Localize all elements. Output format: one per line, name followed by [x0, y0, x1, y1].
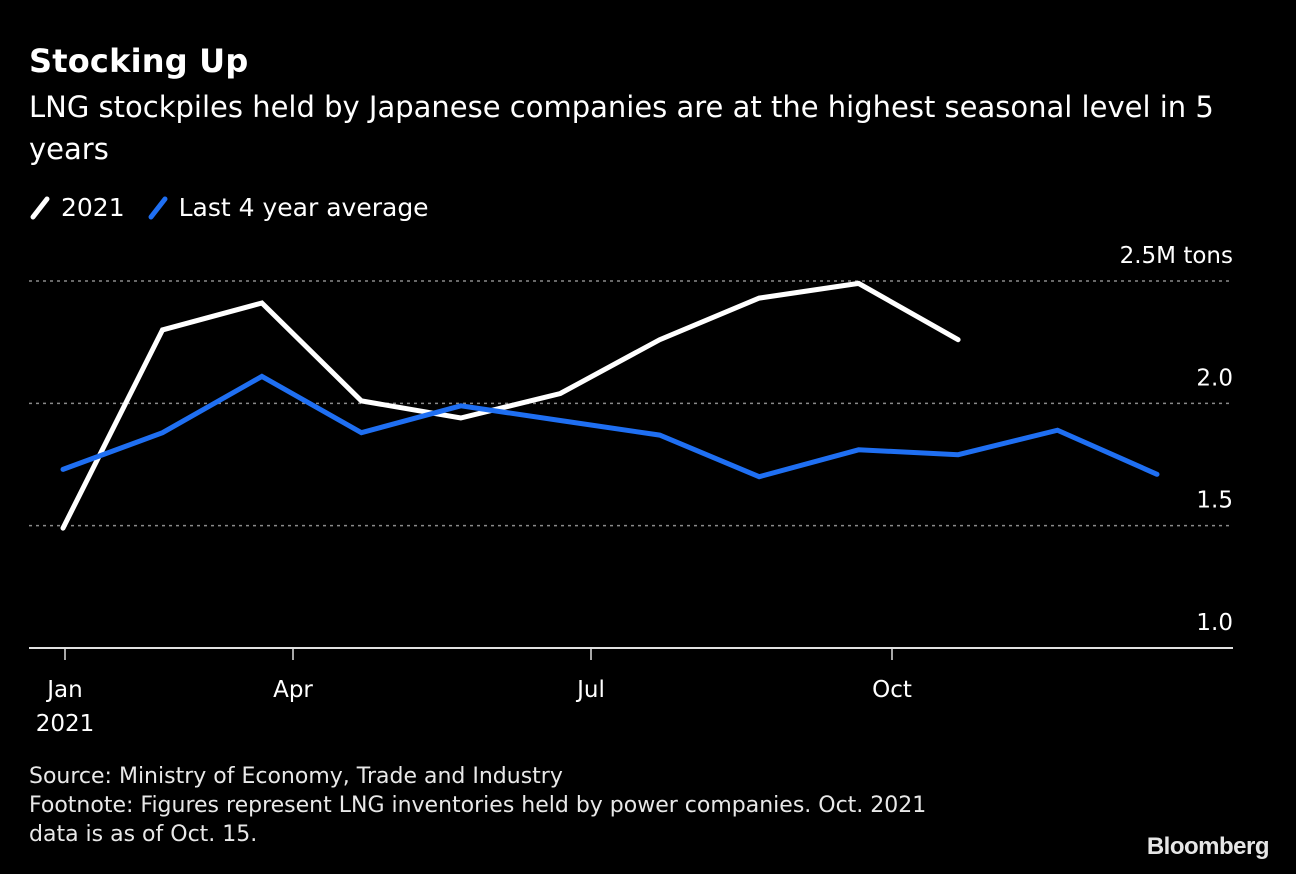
- series-line-2021: [60, 280, 961, 531]
- legend-swatch-average-icon: [148, 196, 168, 219]
- series-line-average: [60, 373, 1160, 480]
- y-tick-label: 1.5: [1196, 488, 1233, 514]
- x-tick-label: Jul: [575, 677, 605, 703]
- footnote-line-1: Footnote: Figures represent LNG inventor…: [29, 793, 927, 818]
- legend-label-average: Last 4 year average: [178, 193, 429, 222]
- legend: 2021 Last 4 year average: [29, 193, 451, 222]
- legend-swatch-2021-icon: [30, 196, 50, 219]
- x-axis-ticks: Jan 2021 Apr Jul Oct: [36, 648, 912, 737]
- source-note: Source: Ministry of Economy, Trade and I…: [29, 764, 563, 789]
- y-tick-label: 2.0: [1196, 365, 1233, 391]
- x-tick-label: Jan: [45, 677, 82, 703]
- bloomberg-logo: Bloomberg: [1146, 833, 1270, 860]
- y-tick-label: 1.0: [1196, 610, 1233, 636]
- legend-label-2021: 2021: [61, 193, 125, 222]
- footer: Source: Ministry of Economy, Trade and I…: [29, 762, 926, 849]
- x-tick-sublabel: 2021: [36, 711, 95, 737]
- chart-title: Stocking Up: [29, 42, 249, 80]
- series-lines: [60, 280, 1160, 531]
- legend-item-2021: 2021: [29, 193, 125, 222]
- y-tick-label: 2.5M tons: [1120, 243, 1233, 269]
- chart-subtitle: LNG stockpiles held by Japanese companie…: [29, 90, 1214, 166]
- gridlines: [29, 280, 1233, 527]
- x-tick-label: Apr: [273, 677, 313, 703]
- legend-item-average: Last 4 year average: [147, 193, 429, 222]
- y-axis-labels: 1.0 1.5 2.0 2.5M tons: [1120, 243, 1233, 636]
- x-tick-label: Oct: [872, 677, 912, 703]
- footnote-line-2: data is as of Oct. 15.: [29, 822, 258, 847]
